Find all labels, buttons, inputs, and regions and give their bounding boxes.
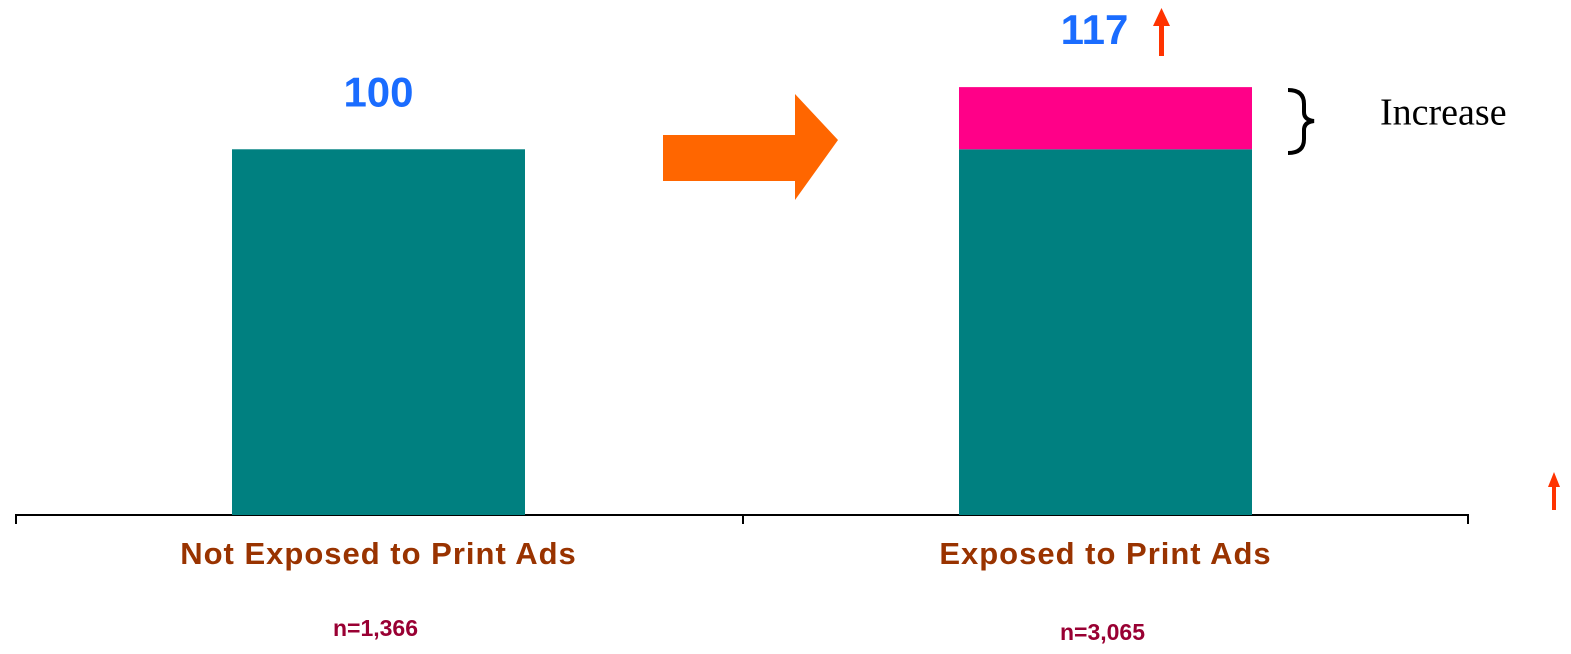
up-arrow (1548, 472, 1560, 510)
bar-segment (959, 149, 1252, 516)
brace (1287, 88, 1315, 155)
bar-segment (959, 87, 1252, 150)
up-arrow (1153, 8, 1170, 56)
annotation: Increase (1380, 92, 1507, 134)
x-tick-label: Exposed to Print Ads (939, 536, 1271, 571)
total-label: 117 (1061, 6, 1129, 53)
sample-size: n=1,366 (333, 615, 418, 641)
sample-size: n=3,065 (1060, 619, 1145, 645)
transition-arrow (663, 94, 838, 200)
x-tick-label: Not Exposed to Print Ads (180, 536, 577, 571)
bar-segment (232, 149, 525, 516)
total-label: 100 (343, 68, 413, 115)
